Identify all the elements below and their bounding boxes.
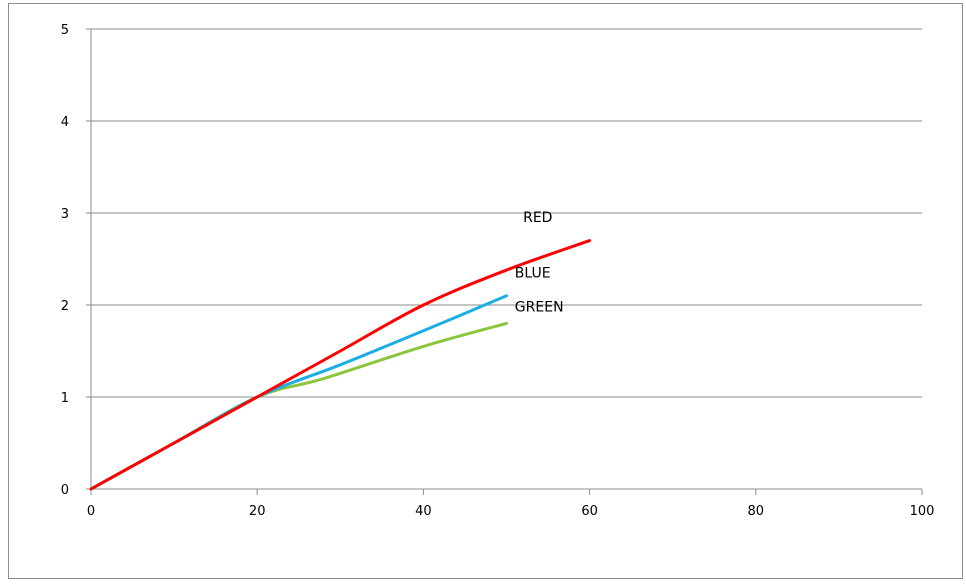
series-line-blue xyxy=(89,294,508,491)
x-tick-label-100: 100 xyxy=(910,504,935,519)
axes xyxy=(90,29,922,490)
x-tick-label-20: 20 xyxy=(249,504,266,519)
series-labels: RED BLUE GREEN xyxy=(515,210,564,315)
chart-frame xyxy=(8,3,963,579)
x-tick-label-0: 0 xyxy=(87,504,95,519)
y-tick-label-2: 2 xyxy=(61,299,69,314)
y-axis-ticks: 0 1 2 3 4 5 xyxy=(61,23,91,498)
grid-lines xyxy=(91,28,922,398)
x-axis-ticks: 0 20 40 60 80 100 xyxy=(87,489,935,519)
y-tick-label-4: 4 xyxy=(61,115,69,130)
y-tick-label-5: 5 xyxy=(61,23,69,38)
series-line-green xyxy=(89,321,508,491)
series-label-green: GREEN xyxy=(515,299,564,315)
x-tick-label-40: 40 xyxy=(415,504,432,519)
y-tick-label-1: 1 xyxy=(61,391,69,406)
series-lines xyxy=(89,239,592,491)
series-label-red: RED xyxy=(523,210,552,226)
y-tick-label-0: 0 xyxy=(61,483,69,498)
series-label-blue: BLUE xyxy=(515,265,551,281)
x-tick-label-60: 60 xyxy=(581,504,598,519)
x-tick-label-80: 80 xyxy=(748,504,765,519)
y-tick-label-3: 3 xyxy=(61,207,69,222)
series-line-red xyxy=(89,239,592,491)
